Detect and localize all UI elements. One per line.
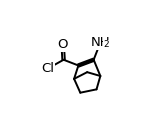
Text: Cl: Cl	[41, 62, 54, 75]
Text: 2: 2	[103, 40, 109, 49]
Text: NH: NH	[90, 36, 110, 49]
Text: O: O	[57, 37, 68, 50]
